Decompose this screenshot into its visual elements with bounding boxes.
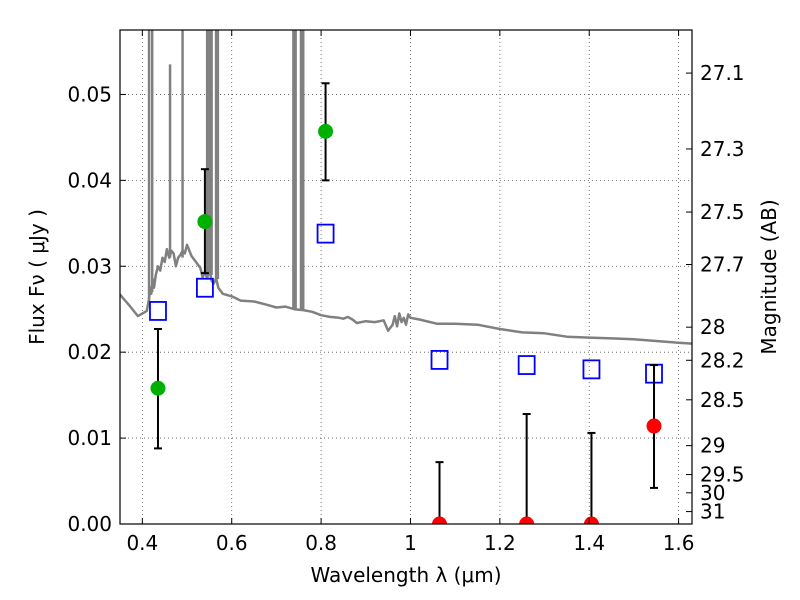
- y-tick-label: 0.00: [67, 512, 112, 536]
- mag-tick-label: 28.2: [700, 348, 745, 372]
- detection-point: [318, 123, 334, 139]
- nondetection-point: [432, 516, 448, 524]
- detection-point: [150, 380, 166, 396]
- y-axis-label: Flux Fν ( μJy ): [25, 209, 49, 345]
- x-tick-label: 0.4: [126, 531, 158, 555]
- x-tick-label: 1: [404, 531, 417, 555]
- y-tick-label: 0.02: [67, 340, 112, 364]
- axis-ticks: 0.4 0.6 0.8 1 1.2 1.4 1.6 0.00 0.01 0.02 0.03 0.04 0…: [67, 30, 745, 555]
- model-photometry-square: [517, 355, 536, 375]
- mag-tick-label: 28.5: [700, 388, 745, 412]
- detection-point: [197, 214, 213, 230]
- mag-tick-label: 27.7: [700, 253, 745, 277]
- y-tick-label: 0.04: [67, 168, 112, 192]
- mag-tick-label: 27.1: [700, 61, 745, 85]
- plot-area: [120, 30, 692, 524]
- model-photometry-square: [196, 277, 214, 298]
- x-tick-label: 1.2: [484, 531, 516, 555]
- model-photometry-square: [149, 301, 167, 321]
- y-tick-label: 0.05: [67, 82, 112, 106]
- x-tick-label: 0.6: [216, 531, 248, 555]
- y-tick-label: 0.03: [67, 254, 112, 278]
- mag-tick-label: 30: [700, 481, 725, 505]
- plot-frame: [119, 29, 693, 525]
- mag-tick-label: 29.5: [700, 463, 745, 487]
- x-tick-label: 1.4: [573, 531, 605, 555]
- model-photometry-square: [582, 359, 601, 380]
- mag-tick-label: 27.3: [700, 137, 745, 161]
- mag-tick-label: 27.5: [700, 200, 745, 224]
- x-axis-label: Wavelength λ (μm): [310, 563, 501, 587]
- nondetection-point: [519, 516, 535, 524]
- model-photometry-square: [316, 223, 335, 244]
- mag-tick-label: 28: [700, 315, 725, 339]
- mag-tick-label: 31: [700, 500, 725, 524]
- model-photometry-square: [430, 350, 449, 370]
- right-axis-label: Magnitude (AB): [757, 199, 781, 354]
- x-tick-label: 0.8: [305, 531, 337, 555]
- x-tick-label: 1.6: [663, 531, 695, 555]
- y-tick-label: 0.01: [67, 426, 112, 450]
- nondetection-point: [646, 418, 662, 434]
- nondetection-point: [583, 516, 599, 524]
- mag-tick-label: 29: [700, 434, 725, 458]
- sed-model-line: [120, 243, 692, 345]
